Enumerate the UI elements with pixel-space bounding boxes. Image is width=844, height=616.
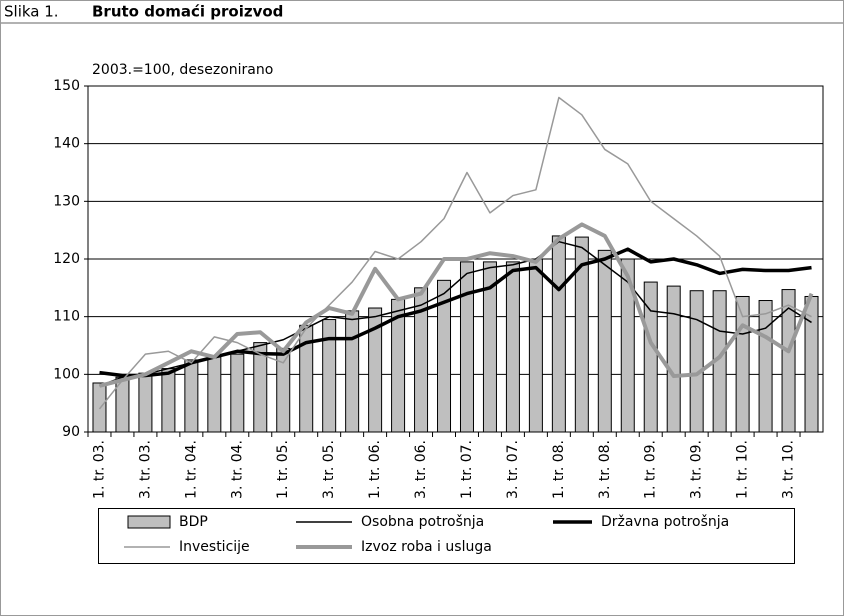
bar (597, 249, 612, 433)
chart-title: Bruto domaći proizvod (92, 3, 283, 21)
x-tick-label: 1. tr. 08. (551, 440, 567, 499)
bar (92, 382, 107, 433)
legend-label: Osobna potrošnja (361, 514, 484, 530)
y-tick-label: 150 (53, 78, 80, 94)
bar (459, 261, 474, 433)
bar (161, 368, 176, 433)
bar (437, 279, 452, 433)
bar (551, 235, 566, 433)
legend-label: Državna potrošnja (601, 514, 729, 530)
x-tick-label: 1. tr. 10. (735, 440, 751, 499)
bar (781, 289, 796, 433)
series-line (99, 247, 812, 378)
bar (689, 290, 704, 433)
x-tick-label: 3. tr. 07. (505, 440, 521, 499)
bar (414, 287, 429, 433)
series-line (98, 222, 814, 388)
x-tick-label: 3. tr. 05. (321, 440, 337, 499)
y-tick-label: 110 (53, 309, 80, 325)
y-tick-label: 140 (53, 136, 80, 152)
bar (482, 261, 497, 433)
bar (138, 372, 153, 433)
x-tick-label: 1. tr. 04. (183, 440, 199, 499)
x-tick-label: 3. tr. 08. (597, 440, 613, 499)
legend-label: Investicije (179, 539, 250, 555)
series-line (98, 96, 812, 410)
bar (758, 300, 773, 433)
y-tick-label: 90 (62, 424, 80, 440)
bar (253, 342, 268, 433)
y-tick-label: 130 (53, 193, 80, 209)
bar (505, 261, 520, 433)
bar (230, 353, 245, 433)
legend-label: BDP (179, 514, 208, 530)
x-tick-label: 1. tr. 03. (91, 440, 107, 499)
x-tick-label: 3. tr. 03. (137, 440, 153, 499)
x-tick-label: 1. tr. 07. (459, 440, 475, 499)
legend-swatch (127, 515, 171, 529)
bar (184, 359, 199, 433)
y-tick-label: 100 (53, 366, 80, 382)
x-tick-label: 3. tr. 06. (413, 440, 429, 499)
bar (207, 356, 222, 433)
subtitle: 2003.=100, desezonirano (92, 62, 273, 78)
x-tick-label: 1. tr. 05. (275, 440, 291, 499)
bar (574, 236, 589, 433)
bar (804, 295, 819, 433)
bar (528, 258, 543, 433)
x-tick-label: 3. tr. 10. (781, 440, 797, 499)
legend-box (98, 508, 795, 564)
bar (620, 258, 635, 433)
x-tick-label: 1. tr. 09. (643, 440, 659, 499)
bar (368, 307, 383, 433)
legend-label: Izvoz roba i usluga (361, 539, 492, 555)
figure-label: Slika 1. (4, 3, 59, 21)
bar (345, 310, 360, 433)
bar (666, 285, 681, 433)
bar (322, 319, 337, 433)
x-tick-label: 1. tr. 06. (367, 440, 383, 499)
x-tick-label: 3. tr. 04. (229, 440, 245, 499)
bar (643, 281, 658, 433)
y-tick-label: 120 (53, 251, 80, 267)
x-tick-label: 3. tr. 09. (689, 440, 705, 499)
